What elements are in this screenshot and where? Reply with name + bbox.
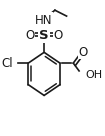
Text: O: O — [25, 29, 35, 42]
Text: HN: HN — [35, 13, 52, 27]
Text: Cl: Cl — [2, 57, 13, 70]
Text: S: S — [39, 29, 49, 42]
Text: O: O — [79, 46, 88, 59]
Text: O: O — [54, 29, 63, 42]
Text: OH: OH — [86, 70, 103, 80]
